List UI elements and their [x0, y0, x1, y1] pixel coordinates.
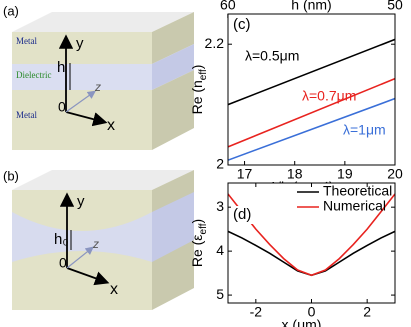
axis-label: 0 [59, 255, 67, 271]
series-label: λ=0.7μm [302, 88, 356, 104]
axis-label: h₀ [54, 231, 69, 248]
x-tick-label: 18 [287, 166, 303, 182]
series-line [228, 38, 395, 106]
panel-label: (b) [3, 168, 19, 183]
x-tick-label: 0 [308, 304, 316, 320]
panel-label-bg [231, 206, 255, 224]
y-axis-label-part: Re (n [189, 80, 205, 114]
panel-b: (b) y h₀ z 0 x [3, 168, 194, 310]
y-axis-label-part: ) [189, 219, 205, 224]
y-axis-label-part: ) [189, 65, 205, 70]
legend-label: Numerical [323, 198, 386, 214]
series-label: λ=1μm [343, 122, 386, 138]
x2-tick-label: 50 [387, 0, 403, 13]
y-tick-label: 4 [216, 242, 224, 258]
panel-a: (a) Metal Dielectric Metal y h z 0 x [3, 3, 194, 150]
y-axis-label: Re (neff) [189, 65, 209, 115]
y-tick-label: 2.2 [205, 35, 225, 51]
axis-label: z [94, 80, 101, 94]
series-line [228, 97, 395, 161]
panel-label: (c) [233, 16, 251, 33]
axis-label: y [77, 193, 85, 210]
layer-label: Metal [16, 36, 37, 46]
axis-label: x [107, 117, 115, 134]
x-tick-label: -2 [250, 304, 263, 320]
dielectric-side [152, 192, 194, 262]
series-line [228, 193, 395, 277]
dielectric-side [152, 44, 194, 90]
y-axis-label: Re (εeff) [189, 219, 209, 267]
y-tick-label: 3 [216, 198, 224, 214]
panel-label: (a) [3, 3, 19, 18]
dielectric-gap [12, 212, 152, 262]
metal-side [152, 12, 194, 64]
x-tick-label: 17 [237, 166, 253, 182]
plot-area [228, 183, 395, 303]
axis-label: x [110, 281, 118, 298]
x-tick-label: 19 [337, 166, 353, 182]
axis-label: y [76, 35, 84, 52]
y-axis-label-part: eff [198, 69, 209, 80]
axis-arrow [66, 267, 110, 286]
y-axis-label-part: eff [198, 223, 209, 234]
axis-label: 0 [58, 99, 66, 115]
panel-label: (d) [233, 206, 251, 223]
axis-arrow [66, 246, 94, 269]
x-tick-label: 20 [387, 166, 403, 182]
metal-front [12, 32, 152, 64]
series-line [228, 77, 395, 148]
axis-label: z [92, 237, 99, 251]
metal-side [152, 70, 194, 150]
axis-arrow [65, 111, 108, 127]
layer-label: Metal [16, 110, 37, 120]
y-tick-label: 2 [216, 156, 224, 172]
x-tick-label: 2 [363, 304, 371, 320]
top-face [12, 12, 194, 32]
axes-frame [227, 182, 396, 304]
layer-label: Dielectric [16, 70, 51, 80]
y-axis-label-part: Re (ε [189, 234, 205, 267]
y-tick-label: 5 [216, 286, 224, 302]
axis-label: h [57, 59, 65, 76]
top-face [12, 170, 194, 190]
x-axis-label: x (μm) [282, 317, 322, 327]
axes-frame [227, 13, 396, 166]
legend-label: Theoretical [323, 183, 392, 199]
x2-axis-label: h (nm) [291, 0, 331, 13]
panel-label-bg [231, 16, 255, 34]
dielectric-front [12, 64, 152, 90]
axis-arrow [65, 90, 96, 113]
x2-tick-label: 60 [220, 0, 236, 13]
series-label: λ=0.5μm [245, 48, 299, 64]
